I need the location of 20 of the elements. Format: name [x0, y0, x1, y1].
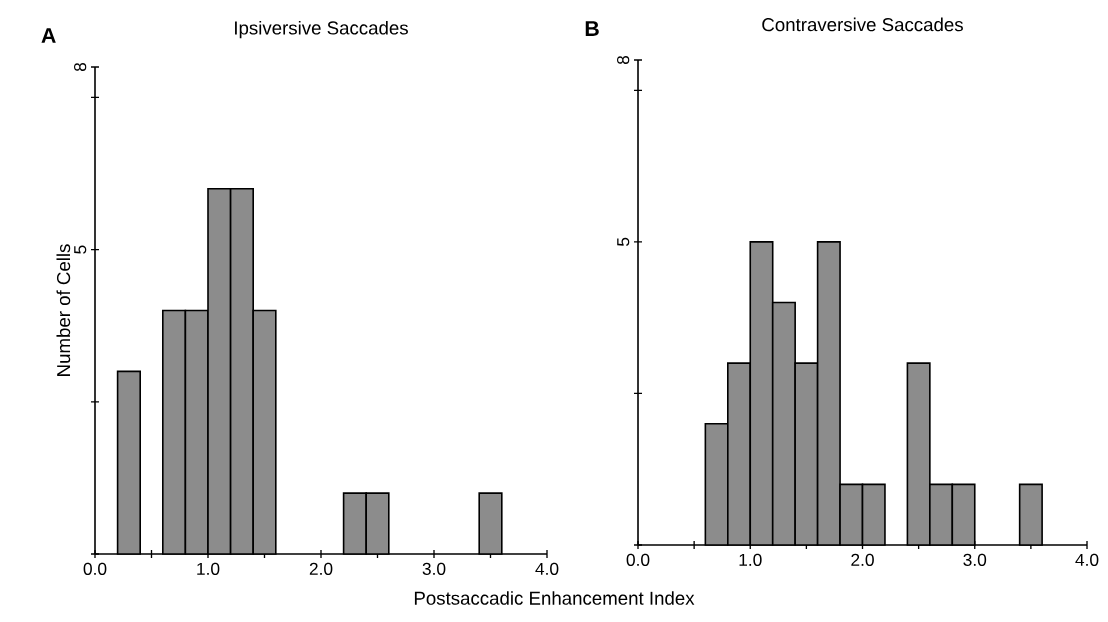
text: B — [585, 21, 599, 36]
chart-title: Contraversive Saccades — [762, 17, 963, 32]
x-tick-label: 2.0 — [309, 562, 333, 575]
x-tick-label: 3.0 — [963, 553, 987, 566]
x-axis-title: Postsaccadic Enhancement Index — [414, 591, 695, 605]
x-tick-label: 3.0 — [422, 562, 446, 575]
y-tick-label: 8 — [617, 55, 630, 65]
y-axis-title: Number of Cells — [56, 244, 71, 376]
x-tick-label: 4.0 — [535, 562, 559, 575]
y-tick-label: 5 — [617, 237, 630, 247]
x-tick-label: 0.0 — [83, 562, 107, 575]
x-tick-label: 4.0 — [1075, 553, 1099, 566]
x-tick-label: 2.0 — [851, 553, 874, 566]
text: A — [41, 28, 56, 43]
y-tick-label: 8 — [74, 62, 87, 72]
chart-title: Ipsiversive Saccades — [235, 20, 408, 39]
x-tick-label: 1.0 — [197, 562, 220, 575]
y-tick-label: 5 — [74, 245, 87, 254]
x-tick-label: 0.0 — [626, 553, 650, 566]
x-tick-label: 1.0 — [739, 553, 762, 566]
